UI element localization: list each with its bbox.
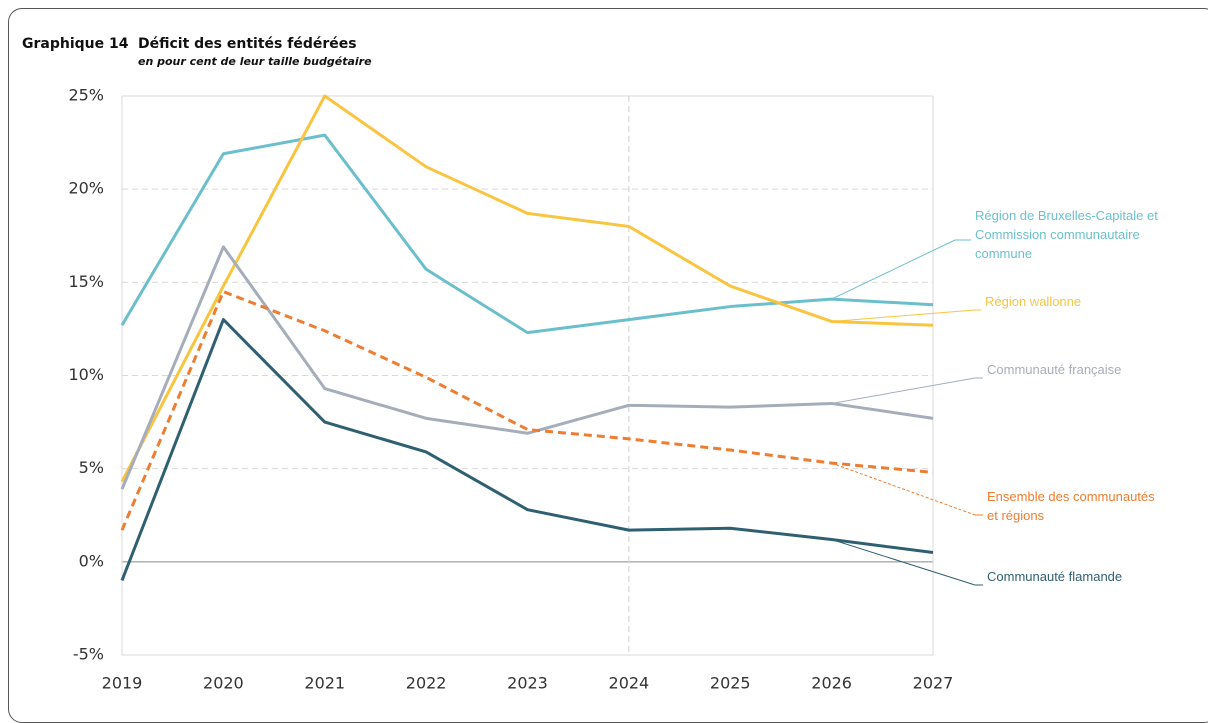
series-line xyxy=(120,290,934,531)
y-tick-label: -5% xyxy=(73,645,104,664)
legend-label: Région wallonne xyxy=(985,294,1082,309)
leader-line xyxy=(831,239,956,300)
leader-line xyxy=(831,462,976,516)
series-line xyxy=(120,133,934,335)
series-line xyxy=(120,318,934,582)
chart-subtitle: en pour cent de leur taille budgétaire xyxy=(138,55,372,68)
x-tick-label: 2024 xyxy=(609,674,650,693)
x-tick-label: 2023 xyxy=(507,674,548,693)
chart-label: Graphique 14 xyxy=(22,36,129,52)
legend-label: Communauté française xyxy=(987,362,1122,377)
y-tick-label: 25% xyxy=(68,86,104,105)
y-tick-label: 20% xyxy=(68,179,104,198)
x-tick-label: 2025 xyxy=(710,674,751,693)
legend-label: Région de Bruxelles-Capitale et Commissi… xyxy=(975,208,1158,261)
x-tick-label: 2019 xyxy=(102,674,143,693)
x-tick-label: 2020 xyxy=(203,674,244,693)
legend-label: Ensemble des communautés et régions xyxy=(987,489,1155,523)
x-tick-label: 2027 xyxy=(913,674,954,693)
legend-label: Communauté flamande xyxy=(987,569,1123,584)
x-tick-label: 2026 xyxy=(811,674,852,693)
y-tick-label: 0% xyxy=(79,551,104,570)
series-line xyxy=(120,94,934,483)
chart-title: Déficit des entités fédérées xyxy=(138,36,357,52)
y-tick-label: 10% xyxy=(68,365,104,384)
leader-line xyxy=(831,538,976,586)
series-line xyxy=(120,245,934,490)
leader-line xyxy=(831,377,976,404)
x-tick-label: 2022 xyxy=(406,674,447,693)
y-tick-label: 15% xyxy=(68,272,104,291)
leader-line xyxy=(831,309,976,322)
x-tick-label: 2021 xyxy=(304,674,345,693)
y-tick-label: 5% xyxy=(79,458,104,477)
